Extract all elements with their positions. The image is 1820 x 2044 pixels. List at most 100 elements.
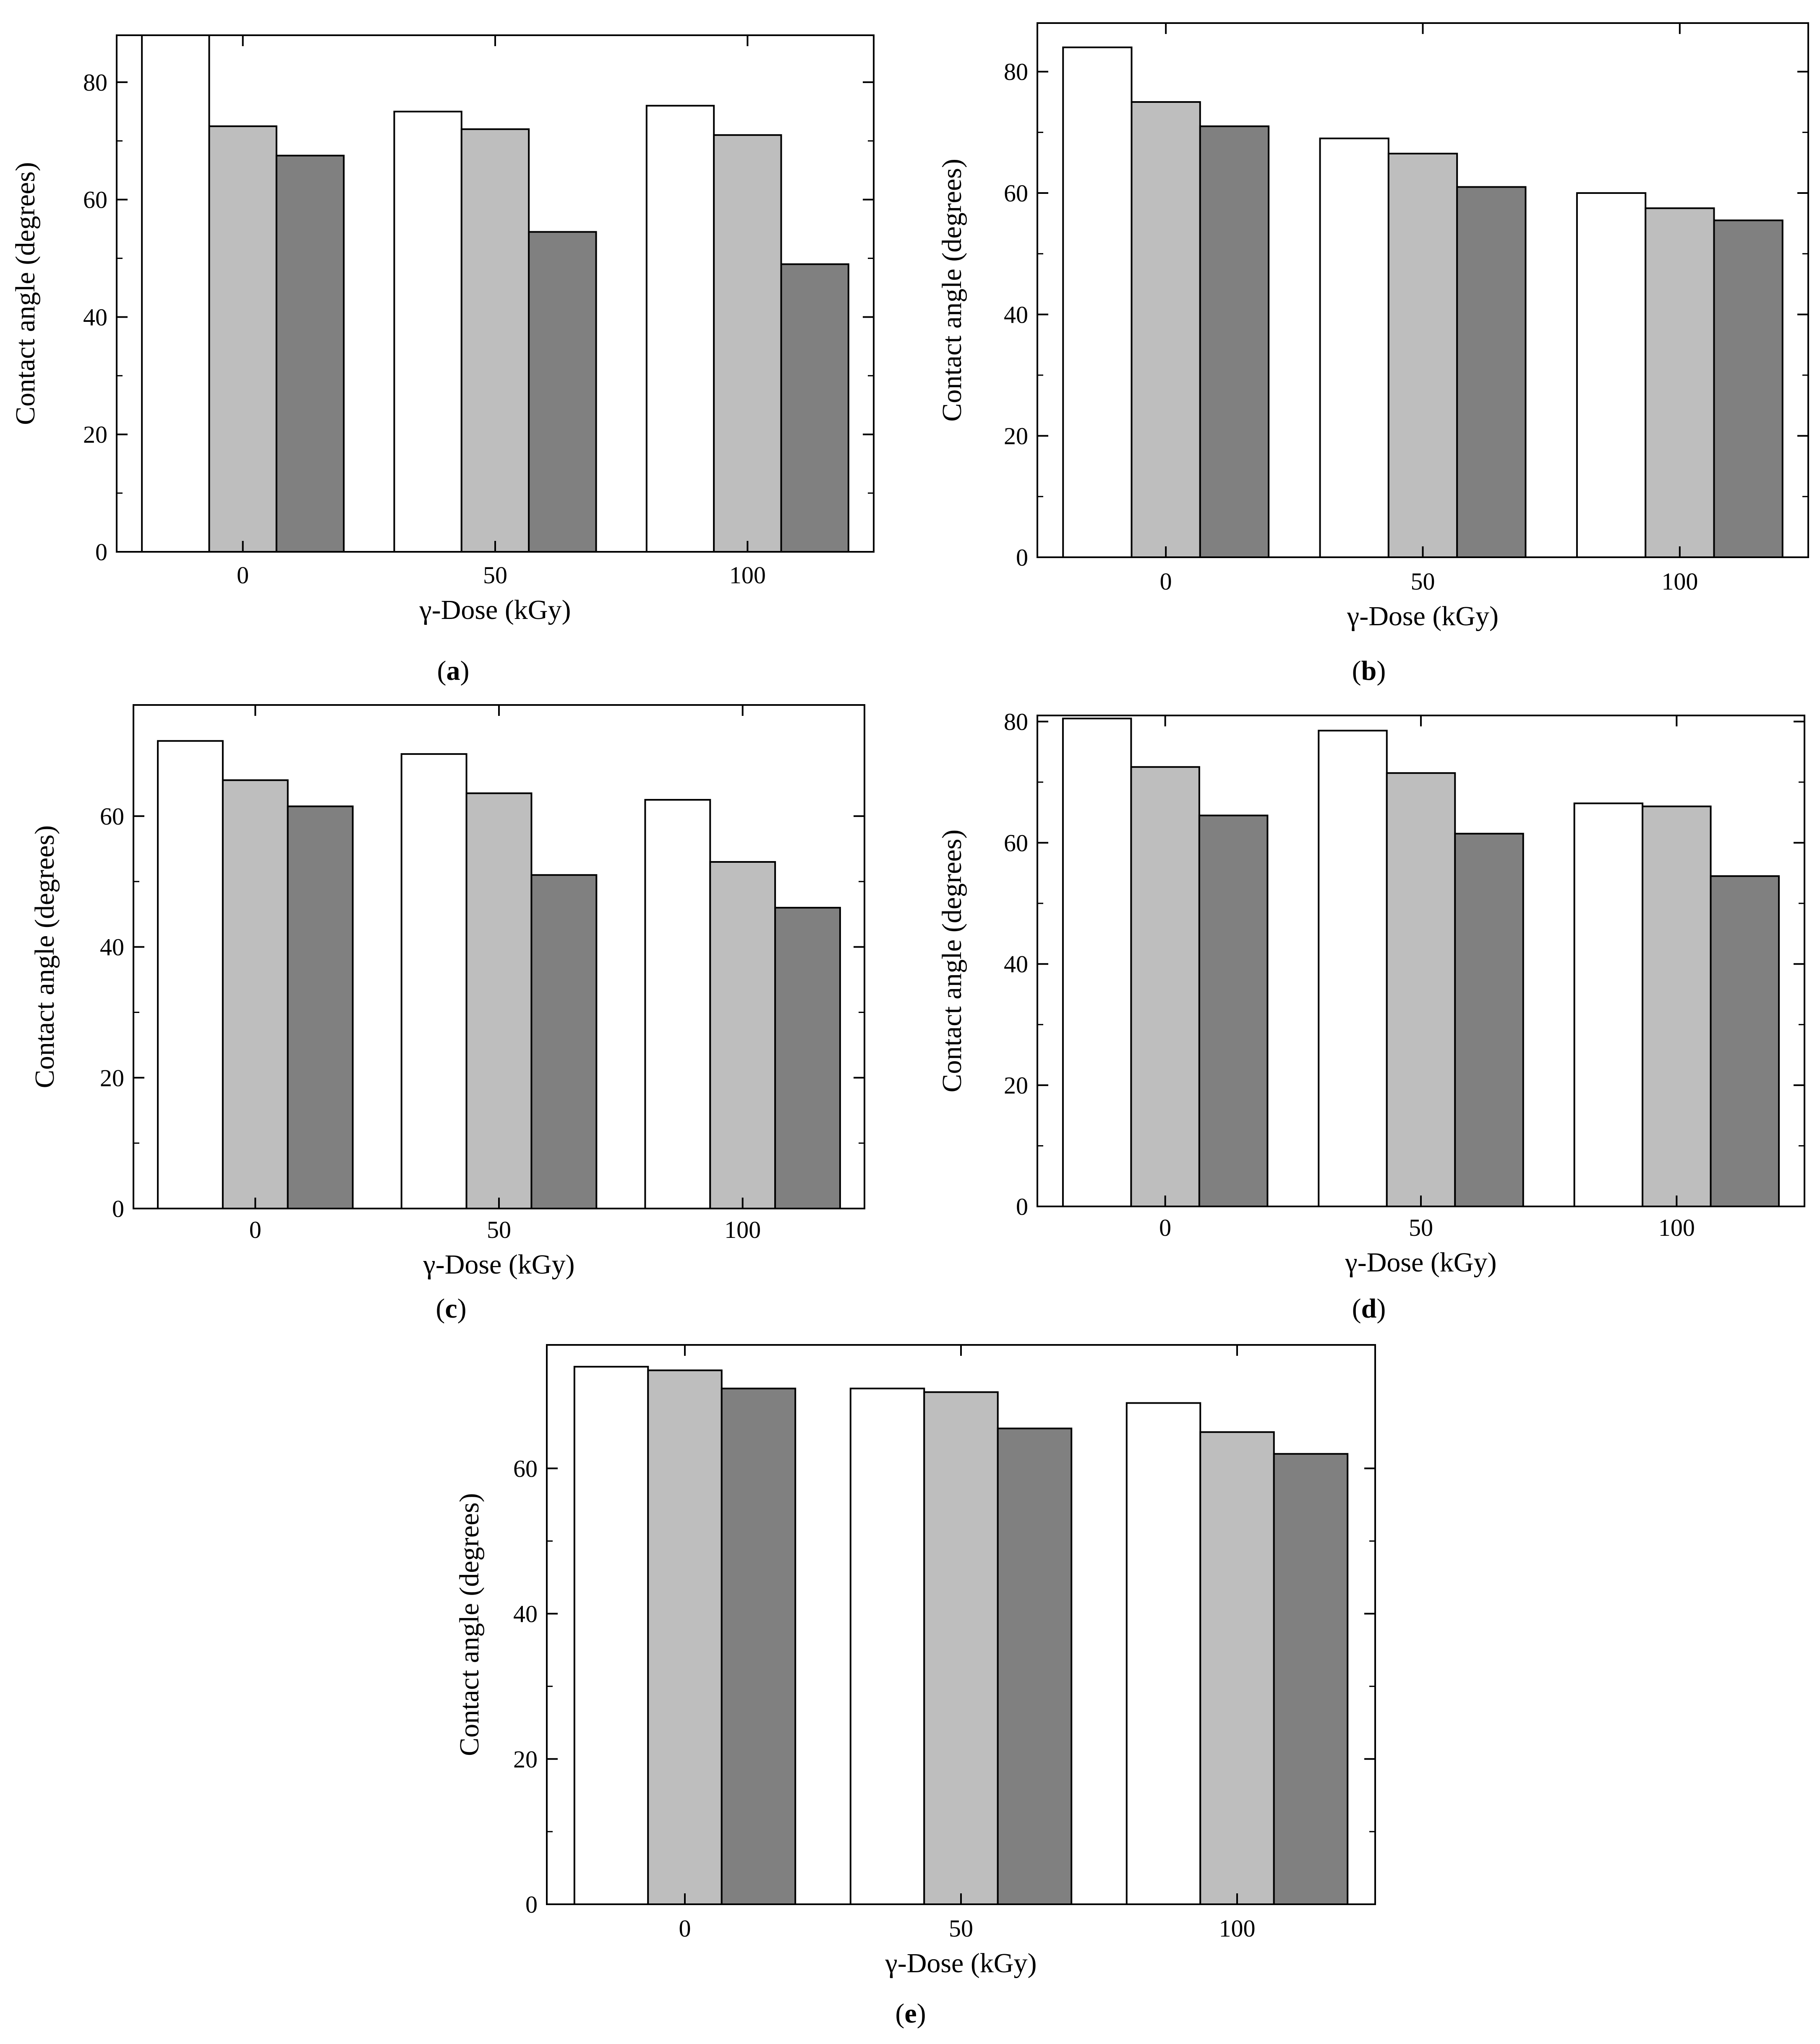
bar-e-50-series-3	[997, 1428, 1073, 1905]
bar-a-100-series-3	[780, 263, 849, 553]
panel-label-letter: a	[447, 655, 460, 686]
bar-c-0-series-1	[157, 740, 224, 1209]
x-tick-label-e: 100	[1219, 1915, 1256, 1942]
bar-a-50-series-2	[460, 128, 530, 553]
y-tick-label-d: 60	[1004, 829, 1028, 856]
bar-d-0-series-3	[1198, 814, 1269, 1208]
y-tick-label-a: 0	[95, 538, 107, 566]
chart-panel-b: 0 20 40 60 80 0 50 100 γ-Dose (kGy) Contact angle…	[937, 22, 1809, 686]
chart-panel-e: 0 20 40 60 0 50 100 γ-Dose (kGy) Contact angle (…	[454, 1344, 1376, 2029]
panel-label-close: )	[460, 655, 470, 686]
bar-a-0-series-2	[208, 125, 277, 553]
x-axis-title-c: γ-Dose (kGy)	[423, 1249, 575, 1280]
bar-d-100-series-2	[1642, 805, 1712, 1207]
bar-d-100-series-3	[1710, 875, 1780, 1208]
chart-panel-a: 0 20 40 60 80 0 50 100 γ-Dose (kGy) Contact angle…	[10, 34, 875, 686]
panel-label-d: (d)	[1352, 1293, 1386, 1324]
bar-a-0-series-3	[275, 154, 345, 553]
x-tick-label-c: 50	[487, 1216, 511, 1243]
bar-d-50-series-2	[1386, 772, 1456, 1207]
y-axis-title-a: Contact angle (degrees)	[10, 162, 41, 425]
chart-panel-c: 0 20 40 60 0 50 100 γ-Dose (kGy) Contact angle (…	[29, 704, 865, 1324]
bar-a-100-series-2	[713, 134, 782, 553]
x-tick-label-b: 0	[1160, 568, 1172, 595]
bar-b-50-series-1	[1319, 137, 1389, 558]
bar-c-0-series-3	[287, 805, 354, 1209]
bar-e-50-series-2	[923, 1391, 999, 1905]
y-tick-label-d: 0	[1016, 1193, 1028, 1220]
y-tick-label-b: 60	[1004, 180, 1028, 207]
y-tick-label-a: 40	[83, 303, 107, 331]
y-axis-title-b: Contact angle (degrees)	[937, 159, 967, 422]
panel-label-close: )	[1376, 1293, 1386, 1324]
bar-e-50-series-1	[849, 1387, 925, 1905]
panel-label-a: (a)	[437, 655, 470, 686]
bar-b-100-series-2	[1645, 207, 1715, 559]
y-tick-label-d: 80	[1004, 708, 1028, 735]
bar-e-0-series-2	[647, 1369, 723, 1905]
chart-panel-d: 0 20 40 60 80 0 50 100 γ-Dose (kGy) Contact angle…	[937, 708, 1805, 1324]
y-tick-label-a: 60	[83, 186, 107, 214]
y-tick-label-b: 80	[1004, 58, 1028, 86]
panel-label-open: (	[437, 655, 447, 686]
bar-d-50-series-1	[1318, 730, 1388, 1207]
bar-e-100-series-2	[1199, 1431, 1275, 1905]
x-axis-title-e: γ-Dose (kGy)	[885, 1948, 1037, 1979]
bar-c-50-series-3	[530, 874, 598, 1209]
x-tick-label-a: 0	[237, 561, 249, 589]
bar-a-0-series-1	[141, 34, 210, 553]
x-tick-label-e: 50	[949, 1915, 973, 1942]
panel-label-close: )	[457, 1293, 467, 1324]
y-tick-label-e: 40	[513, 1600, 538, 1628]
bar-b-50-series-3	[1456, 186, 1527, 559]
x-tick-label-d: 100	[1658, 1214, 1695, 1241]
x-tick-label-a: 100	[729, 561, 766, 589]
bar-b-100-series-1	[1576, 192, 1647, 558]
bar-a-50-series-3	[528, 231, 597, 553]
panel-label-close: )	[1376, 655, 1386, 686]
bar-c-50-series-2	[465, 792, 533, 1210]
y-tick-label-a: 20	[83, 421, 107, 448]
x-tick-label-c: 0	[249, 1216, 261, 1243]
bar-c-50-series-1	[400, 753, 467, 1209]
x-tick-label-d: 50	[1409, 1214, 1433, 1241]
y-tick-label-e: 60	[513, 1455, 538, 1482]
x-tick-label-b: 100	[1661, 568, 1698, 595]
y-tick-label-e: 20	[513, 1746, 538, 1773]
y-tick-label-b: 40	[1004, 301, 1028, 328]
panel-label-letter: e	[904, 1998, 917, 2029]
panel-label-close: )	[917, 1998, 926, 2029]
y-tick-label-a: 80	[83, 69, 107, 96]
y-tick-label-e: 0	[525, 1891, 538, 1918]
x-axis-title-a: γ-Dose (kGy)	[419, 595, 571, 625]
panel-label-open: (	[1352, 1293, 1361, 1324]
bar-d-50-series-3	[1454, 833, 1524, 1207]
y-tick-label-c: 60	[100, 803, 124, 830]
x-axis-title-b: γ-Dose (kGy)	[1347, 601, 1499, 632]
bar-c-100-series-3	[774, 907, 841, 1210]
bar-d-0-series-1	[1062, 718, 1132, 1207]
panel-label-open: (	[1352, 655, 1361, 686]
x-tick-label-a: 50	[483, 561, 507, 589]
x-tick-label-d: 0	[1159, 1214, 1171, 1241]
bar-a-50-series-1	[393, 110, 462, 553]
bar-c-100-series-2	[709, 861, 776, 1209]
panel-label-c: (c)	[436, 1293, 466, 1324]
bar-e-100-series-1	[1125, 1402, 1201, 1905]
panel-label-b: (b)	[1352, 655, 1386, 686]
y-tick-label-b: 20	[1004, 423, 1028, 450]
bar-d-100-series-1	[1573, 802, 1644, 1207]
bar-b-0-series-3	[1199, 125, 1270, 559]
bar-b-50-series-2	[1387, 153, 1458, 559]
bar-d-0-series-2	[1130, 766, 1200, 1207]
y-axis-title-e: Contact angle (degrees)	[454, 1493, 485, 1756]
bar-e-0-series-1	[573, 1365, 649, 1905]
bar-b-100-series-3	[1713, 219, 1783, 558]
y-axis-title-d: Contact angle (degrees)	[937, 830, 967, 1093]
bar-e-100-series-3	[1273, 1453, 1349, 1905]
x-tick-label-b: 50	[1411, 568, 1435, 595]
x-tick-label-e: 0	[679, 1915, 691, 1942]
bar-b-0-series-2	[1131, 101, 1201, 559]
x-axis-title-d: γ-Dose (kGy)	[1345, 1247, 1497, 1278]
